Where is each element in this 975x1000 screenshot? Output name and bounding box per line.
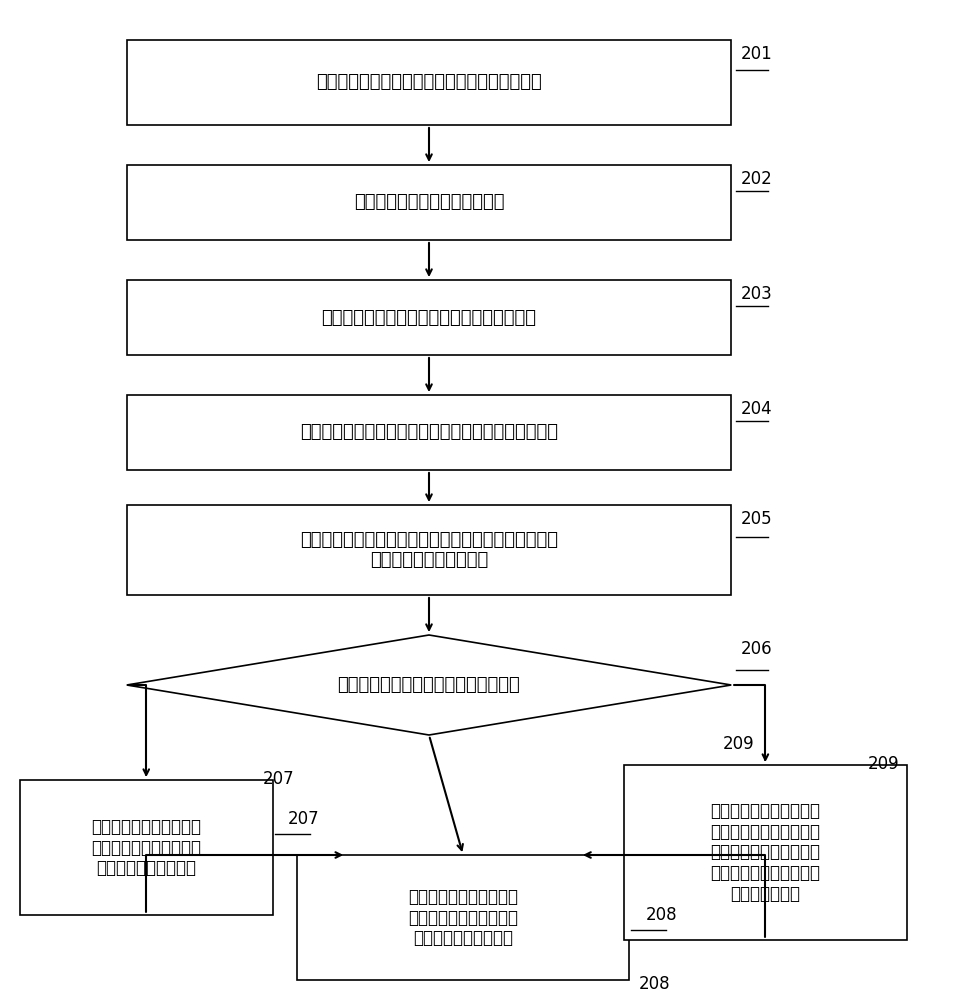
Text: 201: 201 — [741, 45, 773, 63]
Text: 当判定所述存储物理机处
于低负载状态时，调大所
述计算实例的资源限额: 当判定所述存储物理机处 于低负载状态时，调大所 述计算实例的资源限额 — [92, 818, 201, 877]
Text: 202: 202 — [741, 170, 773, 188]
Text: 204: 204 — [741, 400, 772, 418]
FancyBboxPatch shape — [127, 505, 731, 595]
Text: 当判定所述存储物理机处
于过负载状态时，将所述
计算实例迁移到其他存储
物理机上，或者，停止运
行所述计算实例: 当判定所述存储物理机处 于过负载状态时，将所述 计算实例迁移到其他存储 物理机上… — [711, 802, 820, 903]
Text: 203: 203 — [741, 285, 773, 303]
Text: 提取所述当前处理的存储物理机富余的计算能力: 提取所述当前处理的存储物理机富余的计算能力 — [316, 74, 542, 92]
FancyBboxPatch shape — [127, 280, 731, 355]
Text: 收集所述一台或多台存储物理机上的计算实例: 收集所述一台或多台存储物理机上的计算实例 — [322, 308, 536, 326]
Text: 采用所述计算能力组成计算实例: 采用所述计算能力组成计算实例 — [354, 194, 504, 212]
Text: 将所述一台或多台存储物理机上的计算实例组成计算池: 将所述一台或多台存储物理机上的计算实例组成计算池 — [300, 424, 558, 442]
Text: 206: 206 — [741, 640, 772, 658]
Polygon shape — [127, 635, 731, 735]
Text: 205: 205 — [741, 510, 772, 528]
Text: 207: 207 — [288, 810, 319, 828]
Text: 209: 209 — [723, 735, 755, 753]
FancyBboxPatch shape — [20, 780, 273, 915]
Text: 207: 207 — [263, 770, 294, 788]
Text: 209: 209 — [868, 755, 899, 773]
FancyBboxPatch shape — [127, 395, 731, 470]
FancyBboxPatch shape — [127, 165, 731, 240]
Text: 当判定所述存储物理机处
于高负载状态时，调小所
述计算实例的资源限额: 当判定所述存储物理机处 于高负载状态时，调小所 述计算实例的资源限额 — [409, 888, 518, 947]
FancyBboxPatch shape — [297, 855, 629, 980]
Text: 计算当前处理的存储物理机的负载状态: 计算当前处理的存储物理机的负载状态 — [337, 676, 521, 694]
Text: 208: 208 — [639, 975, 670, 993]
FancyBboxPatch shape — [127, 40, 731, 125]
Text: 采用预设的预留资源阈值范围和负载门限确定所述计算
实例的资源限额阈值范围: 采用预设的预留资源阈值范围和负载门限确定所述计算 实例的资源限额阈值范围 — [300, 531, 558, 569]
FancyBboxPatch shape — [624, 765, 907, 940]
Text: 208: 208 — [645, 906, 677, 924]
